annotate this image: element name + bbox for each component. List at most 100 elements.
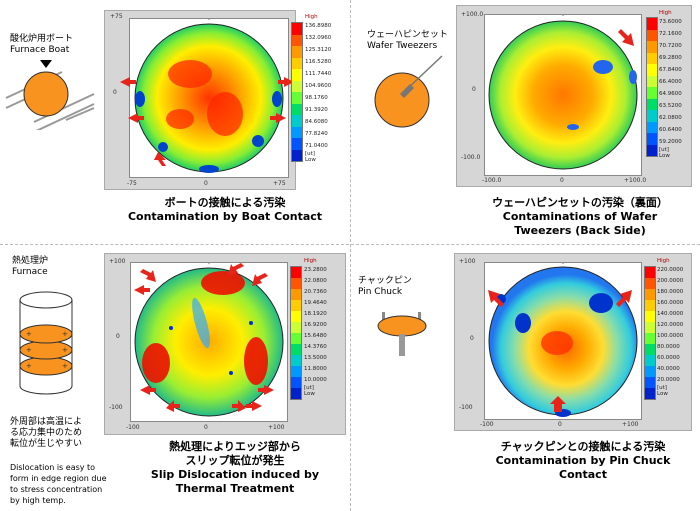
scale-cell bbox=[647, 52, 657, 64]
tweezers-axis-bottom-mid: 0 bbox=[560, 177, 564, 184]
pinchuck-scale-v6: 100.0000 bbox=[657, 333, 684, 339]
scale-cell bbox=[645, 289, 655, 300]
scale-cell bbox=[291, 311, 301, 322]
boat-scale-v8: 84.6080 bbox=[305, 119, 328, 125]
pinchuck-scale-v0: 220.0000 bbox=[657, 267, 684, 273]
svg-text:+: + bbox=[62, 330, 68, 338]
scale-cell bbox=[645, 355, 655, 366]
furnace-scale-labels: High 23.2800 22.0800 20.7360 19.4640 18.… bbox=[304, 258, 327, 397]
pinchuck-caption: チャックピンとの接触による汚染 Contamination by Pin Chu… bbox=[470, 440, 696, 482]
pinchuck-axis-left: 0 bbox=[470, 335, 474, 342]
pinchuck-label-jp: チャックピン bbox=[358, 276, 412, 286]
pinchuck-axis-bottom-right: +100 bbox=[622, 421, 639, 428]
scale-cell bbox=[645, 267, 655, 278]
furnace-axis-bottom-right: +100 bbox=[268, 424, 285, 431]
scale-cell bbox=[647, 64, 657, 76]
scale-cell bbox=[647, 75, 657, 87]
thermal-note-en-line1: Dislocation is easy to bbox=[10, 463, 96, 472]
furnace-scale-v8: 13.5000 bbox=[304, 355, 327, 361]
scale-cell bbox=[292, 138, 302, 150]
svg-text:+: + bbox=[26, 362, 32, 370]
pinchuck-axis-bottom-mid: 0 bbox=[558, 421, 562, 428]
scale-cell bbox=[292, 115, 302, 127]
tweezers-scale-v10: 59.2000 bbox=[659, 139, 682, 145]
furnace-map-plot bbox=[130, 256, 288, 422]
scale-cell bbox=[647, 29, 657, 41]
scale-cell bbox=[291, 377, 301, 388]
furnace-axis-bottom-mid: 0 bbox=[204, 424, 208, 431]
tweezers-axis-top: +100.0 bbox=[461, 11, 484, 18]
scale-cell bbox=[645, 333, 655, 344]
tweezers-caption: ウェーハピンセットの汚染（裏面） Contaminations of Wafer… bbox=[470, 196, 690, 238]
thermal-note-en-line2: form in edge region due bbox=[10, 474, 107, 483]
scale-cell bbox=[291, 333, 301, 344]
scale-cell bbox=[647, 18, 657, 30]
furnace-axis-top: +100 bbox=[109, 258, 126, 265]
thermal-note-en: Dislocation is easy to form in edge regi… bbox=[10, 462, 107, 506]
tweezers-scale-v1: 72.1600 bbox=[659, 31, 682, 37]
vertical-divider bbox=[350, 0, 351, 511]
boat-caption-jp: ボートの接触による汚染 bbox=[164, 196, 286, 209]
tweezers-scale-v6: 64.9600 bbox=[659, 91, 682, 97]
pinchuck-scale-v4: 140.0000 bbox=[657, 311, 684, 317]
scale-cell bbox=[647, 98, 657, 110]
scale-cell bbox=[647, 121, 657, 133]
scale-cell bbox=[291, 366, 301, 377]
tweezers-scale-labels: High 73.6000 72.1600 70.7200 69.2800 67.… bbox=[659, 10, 682, 159]
scale-cell bbox=[645, 388, 655, 399]
pinchuck-scale-labels: High 220.0000 200.0000 180.0000 160.0000… bbox=[657, 258, 683, 397]
thermal-note-en-line4: by high temp. bbox=[10, 496, 66, 505]
furnace-scale-high: High bbox=[304, 258, 317, 264]
tweezers-caption-jp: ウェーハピンセットの汚染（裏面） bbox=[492, 196, 668, 209]
furnace-dislocation-arrows bbox=[134, 263, 274, 412]
pinchuck-scale-v5: 120.0000 bbox=[657, 322, 684, 328]
scale-cell bbox=[291, 388, 301, 399]
scale-cell bbox=[292, 57, 302, 69]
boat-scale-v10: 71.0400 bbox=[305, 143, 328, 149]
furnace-axis-left: 0 bbox=[116, 333, 120, 340]
furnace-label-jp: 熱処理炉 bbox=[12, 256, 49, 266]
scale-cell bbox=[292, 46, 302, 58]
pinchuck-scale-v10: 20.0000 bbox=[657, 377, 680, 383]
furnace-scale-v3: 19.4640 bbox=[304, 300, 327, 306]
boat-axis-bottom-left: -75 bbox=[127, 180, 137, 187]
boat-caption-en: Contamination by Boat Contact bbox=[127, 210, 323, 223]
pinchuck-scale-v7: 80.0000 bbox=[657, 344, 680, 350]
boat-axis-bottom-right: +75 bbox=[273, 180, 286, 187]
boat-scale-high: High bbox=[305, 14, 318, 20]
scale-cell bbox=[292, 92, 302, 104]
tweezers-label: ウェーハピンセット Wafer Tweezers bbox=[367, 30, 448, 52]
furnace-boat-illustration bbox=[5, 60, 95, 130]
pinchuck-scale-v8: 60.0000 bbox=[657, 355, 680, 361]
furnace-axis-bottom-left: -100 bbox=[126, 424, 140, 431]
scale-cell bbox=[292, 149, 302, 161]
pinchuck-scale-v1: 200.0000 bbox=[657, 278, 684, 284]
furnace-scale-v0: 23.2800 bbox=[304, 267, 327, 273]
scale-cell bbox=[645, 344, 655, 355]
furnace-caption-jp1: 熱処理によりエッジ部から bbox=[169, 440, 301, 453]
furnace-scale-v9: 11.8000 bbox=[304, 366, 327, 372]
scale-cell bbox=[292, 80, 302, 92]
furnace-scale-v2: 20.7360 bbox=[304, 289, 327, 295]
furnace-caption-en1: Slip Dislocation induced by bbox=[150, 468, 320, 481]
thermal-note-jp-line3: 転位が生じやすい bbox=[10, 439, 83, 449]
tweezers-caption-en1: Contaminations of Wafer bbox=[502, 210, 658, 223]
pinchuck-axis-top: +100 bbox=[459, 258, 476, 265]
furnace-wafer-map bbox=[134, 256, 284, 417]
scale-cell bbox=[291, 344, 301, 355]
boat-wafer-map bbox=[134, 12, 284, 173]
furnace-scale-v4: 18.1920 bbox=[304, 311, 327, 317]
furnace-scale-v6: 15.6480 bbox=[304, 333, 327, 339]
svg-text:+: + bbox=[62, 362, 68, 370]
pinchuck-scale-unit: [ut] bbox=[657, 385, 667, 391]
furnace-scale-v5: 16.9200 bbox=[304, 322, 327, 328]
tweezers-scale-v8: 62.0800 bbox=[659, 115, 682, 121]
boat-scale-v2: 125.3120 bbox=[305, 47, 332, 53]
tweezers-scale-v9: 60.6400 bbox=[659, 127, 682, 133]
scale-cell bbox=[292, 126, 302, 138]
scale-cell bbox=[645, 366, 655, 377]
pinchuck-label-en: Pin Chuck bbox=[358, 287, 403, 297]
boat-contact-arrows bbox=[120, 77, 294, 166]
thermal-note-jp-line2: る応力集中のため bbox=[10, 428, 83, 438]
thermal-note-jp-line1: 外周部は高温によ bbox=[10, 417, 83, 427]
